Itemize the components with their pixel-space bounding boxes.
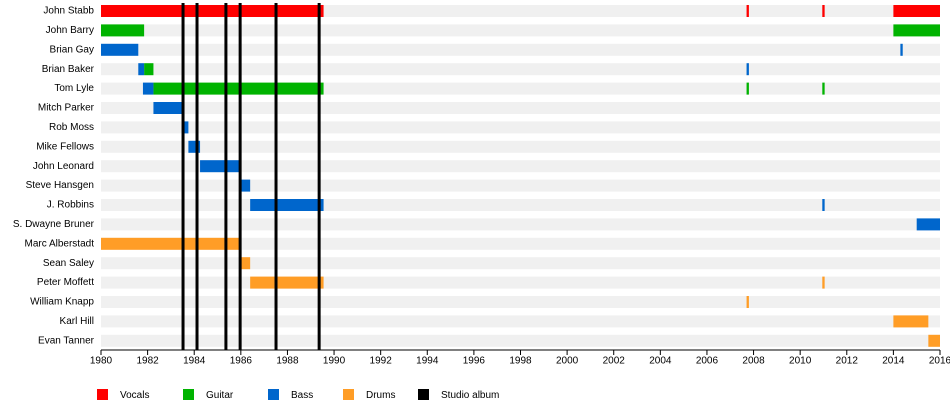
x-tick-label: 1996 [463, 356, 486, 367]
member-bar [893, 24, 940, 37]
x-tick-label: 1998 [509, 356, 532, 367]
row-label: S. Dwayne Bruner [13, 219, 95, 230]
x-tick-label: 2010 [789, 356, 812, 367]
member-bar [188, 140, 201, 153]
legend-label: Studio album [441, 390, 499, 401]
row-label: John Stabb [43, 6, 94, 17]
row-label: Karl Hill [60, 316, 94, 327]
row-band [101, 334, 940, 347]
row-band [101, 102, 940, 114]
x-tick-label: 1988 [276, 356, 299, 367]
member-bar [250, 276, 324, 289]
row-band [101, 237, 940, 250]
row-label: Brian Baker [42, 64, 95, 75]
legend-label: Bass [291, 390, 313, 401]
member-bar [893, 5, 940, 17]
x-tick-label: 2004 [649, 356, 672, 367]
member-bar [916, 218, 940, 231]
legend-swatch [183, 389, 194, 400]
member-bar [893, 315, 929, 328]
member-bar [900, 43, 903, 56]
row-band [101, 257, 940, 270]
x-tick-label: 2006 [696, 356, 719, 367]
row-label: Rob Moss [49, 122, 94, 133]
row-label: Tom Lyle [54, 83, 94, 94]
member-bar [153, 102, 184, 114]
member-bar [153, 82, 324, 95]
x-tick-label: 1986 [230, 356, 253, 367]
member-bar [240, 257, 251, 270]
x-tick-label: 1990 [323, 356, 346, 367]
x-tick-label: 2002 [603, 356, 626, 367]
legend-swatch [97, 389, 108, 400]
x-tick-label: 2008 [742, 356, 765, 367]
member-bar [101, 237, 241, 250]
x-tick-label: 1994 [416, 356, 439, 367]
member-bar [822, 199, 825, 211]
x-tick-label: 1980 [90, 356, 113, 367]
member-bar [822, 276, 825, 289]
x-tick-label: 1992 [370, 356, 393, 367]
member-bar [822, 82, 825, 95]
member-bar [746, 296, 749, 308]
row-label: Brian Gay [50, 44, 94, 55]
row-band [101, 179, 940, 192]
x-tick-label: 1984 [183, 356, 206, 367]
member-bar [138, 63, 145, 76]
row-band [101, 121, 940, 134]
x-tick-label: 2000 [556, 356, 579, 367]
legend-label: Guitar [206, 390, 234, 401]
row-band [101, 296, 940, 308]
member-bar [101, 5, 324, 17]
member-bar [250, 199, 324, 211]
row-band [101, 24, 940, 37]
row-label: Marc Alberstadt [25, 238, 95, 249]
row-band [101, 315, 940, 328]
row-label: Mike Fellows [36, 141, 94, 152]
legend-swatch [343, 389, 354, 400]
x-tick-label: 2014 [882, 356, 905, 367]
member-bar [746, 82, 749, 95]
row-band [101, 218, 940, 231]
member-bar [183, 121, 189, 134]
member-bar [101, 24, 145, 37]
row-label: John Barry [46, 25, 94, 36]
x-tick-label: 2012 [836, 356, 859, 367]
row-label: Steve Hansgen [26, 180, 94, 191]
member-bar [200, 160, 241, 173]
legend-swatch [418, 389, 429, 400]
row-label: J. Robbins [47, 200, 94, 211]
row-label: Sean Saley [43, 258, 94, 269]
member-bar [142, 82, 154, 95]
row-label: Peter Moffett [37, 277, 94, 288]
row-band [101, 43, 940, 56]
member-bar [101, 43, 139, 56]
row-band [101, 160, 940, 173]
member-bar [240, 179, 251, 192]
legend-label: Vocals [120, 390, 149, 401]
legend-swatch [268, 389, 279, 400]
member-bar [928, 334, 940, 347]
member-bar [746, 63, 749, 76]
row-band [101, 63, 940, 76]
row-label: William Knapp [30, 297, 94, 308]
row-label: Evan Tanner [38, 335, 95, 346]
x-tick-label: 1982 [136, 356, 159, 367]
member-bar [144, 63, 154, 76]
row-band [101, 140, 940, 153]
legend-label: Drums [366, 390, 395, 401]
member-bar [746, 5, 749, 17]
row-label: Mitch Parker [38, 103, 95, 114]
row-label: John Leonard [33, 161, 94, 172]
x-tick-label: 2016 [929, 356, 950, 367]
member-bar [822, 5, 825, 17]
